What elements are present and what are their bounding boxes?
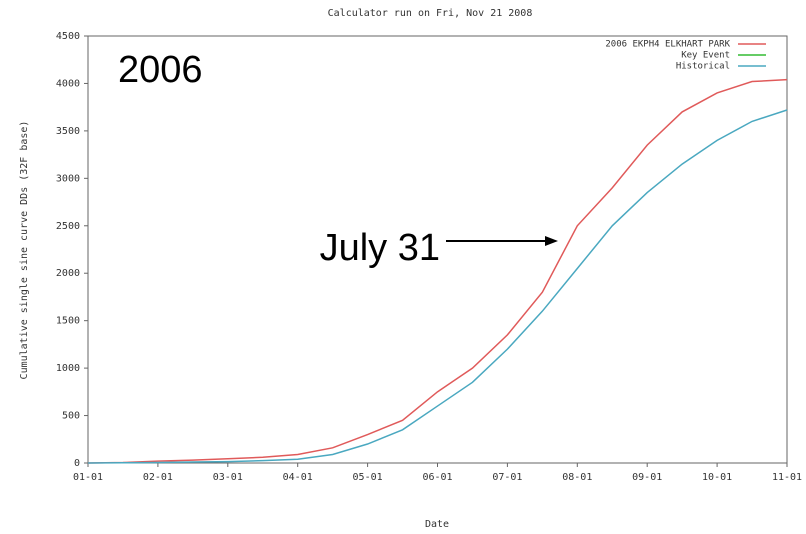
y-tick-label: 500	[62, 411, 80, 422]
y-axis-label: Cumulative single sine curve DDs (32F ba…	[19, 121, 30, 380]
x-tick-label: 02-01	[143, 472, 173, 483]
y-tick-label: 4000	[56, 78, 80, 89]
chart-subtitle: Calculator run on Fri, Nov 21 2008	[328, 8, 533, 19]
arrow-head	[545, 236, 558, 246]
y-tick-label: 4500	[56, 31, 80, 42]
x-tick-label: 08-01	[562, 472, 592, 483]
y-tick-label: 0	[74, 458, 80, 469]
annotation: July 31	[320, 227, 440, 269]
annotation: 2006	[118, 49, 203, 91]
x-tick-label: 07-01	[492, 472, 522, 483]
y-tick-label: 1000	[56, 363, 80, 374]
y-tick-label: 2500	[56, 221, 80, 232]
y-tick-label: 3500	[56, 126, 80, 137]
legend-label: Historical	[676, 62, 730, 72]
series-line	[87, 78, 788, 464]
y-tick-label: 3000	[56, 173, 80, 184]
x-tick-label: 05-01	[353, 472, 383, 483]
y-tick-label: 2000	[56, 268, 80, 279]
x-tick-label: 01-01	[73, 472, 103, 483]
x-tick-label: 03-01	[213, 472, 243, 483]
legend-label: Key Event	[681, 51, 730, 61]
series-line	[87, 109, 788, 464]
x-tick-label: 04-01	[283, 472, 313, 483]
x-tick-label: 06-01	[422, 472, 452, 483]
legend-label: 2006 EKPH4 ELKHART PARK	[605, 40, 730, 50]
x-axis-label: Date	[425, 519, 449, 530]
x-tick-label: 09-01	[632, 472, 662, 483]
x-tick-label: 10-01	[702, 472, 732, 483]
y-tick-label: 1500	[56, 316, 80, 327]
x-tick-label: 11-01	[772, 472, 802, 483]
